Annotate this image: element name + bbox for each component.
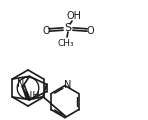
Text: N: N xyxy=(64,80,72,90)
Text: N: N xyxy=(17,79,24,89)
Text: OH: OH xyxy=(66,11,82,21)
Text: S: S xyxy=(64,23,72,33)
Text: O: O xyxy=(86,26,94,36)
Text: O: O xyxy=(42,26,50,36)
Text: NH: NH xyxy=(25,91,40,101)
Text: CH₃: CH₃ xyxy=(58,39,74,48)
